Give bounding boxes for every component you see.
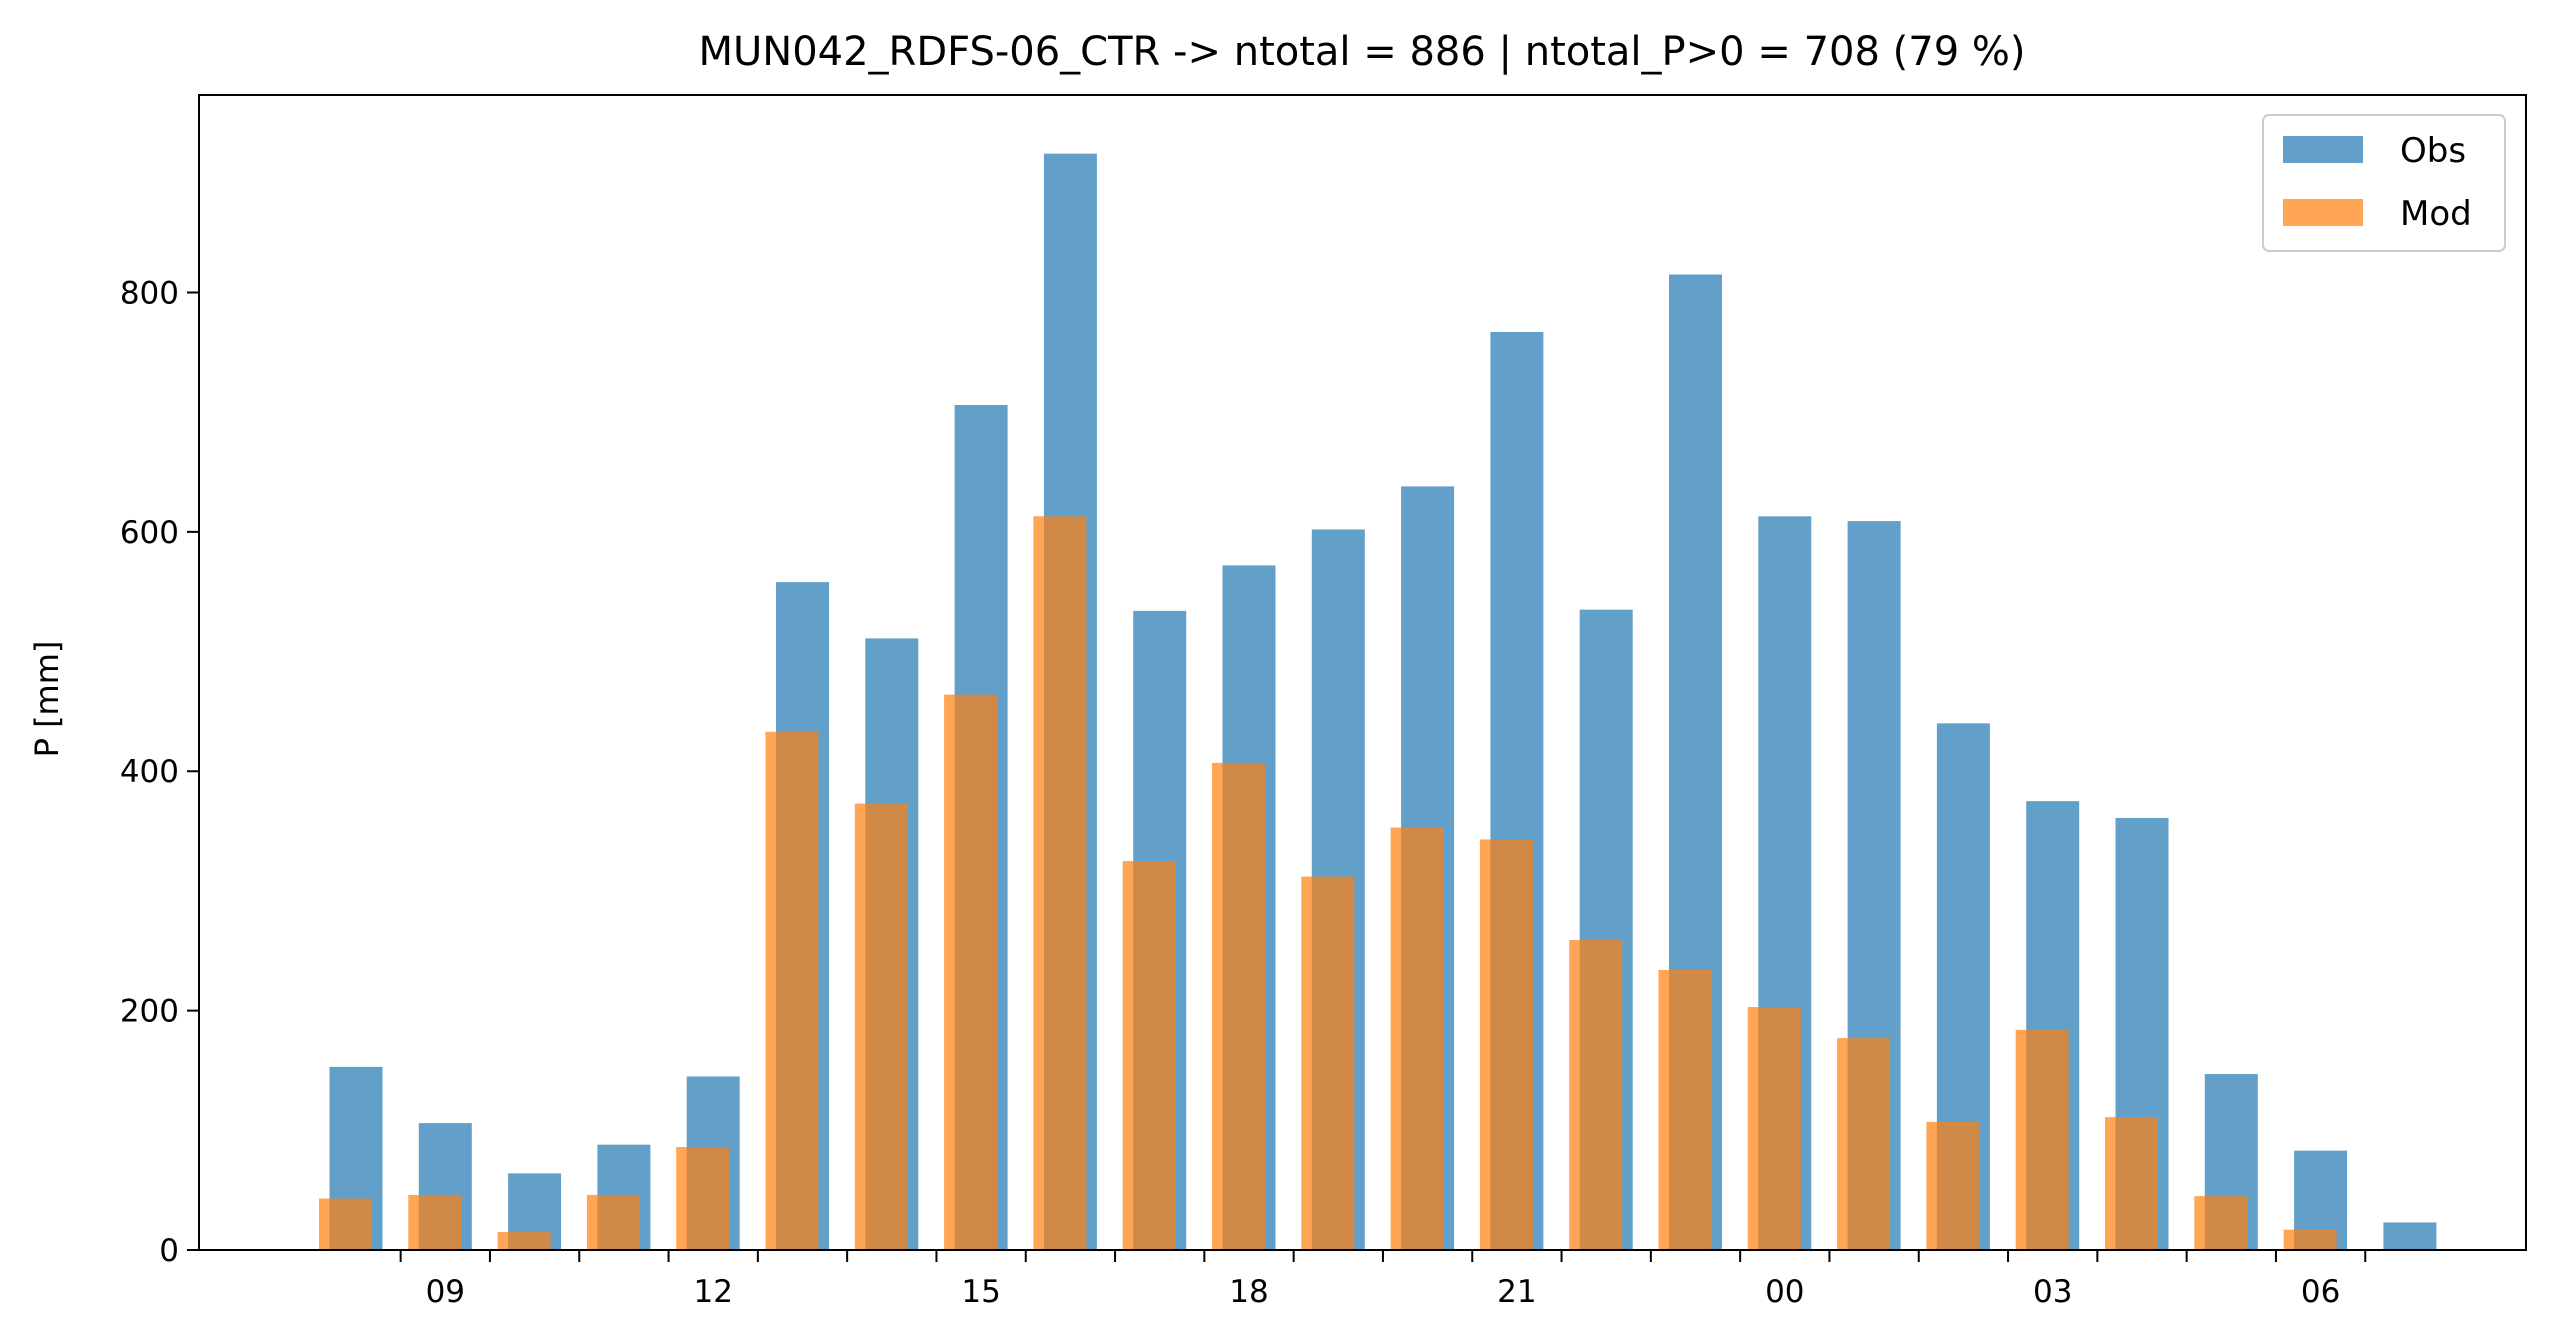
- legend-label-mod: Mod: [2400, 194, 2472, 234]
- mod-bar: [497, 1232, 551, 1250]
- mod-bar: [1926, 1121, 1980, 1250]
- mod-bar: [2194, 1196, 2248, 1250]
- y-tick-label: 600: [120, 515, 179, 551]
- mod-bar: [1479, 839, 1533, 1250]
- chart-title: MUN042_RDFS-06_CTR -> ntotal = 886 | nto…: [699, 29, 2026, 75]
- x-tick-label: 06: [2301, 1274, 2340, 1310]
- mod-bar: [2283, 1229, 2337, 1250]
- mod-bar: [854, 803, 908, 1250]
- legend: Obs Mod: [2262, 114, 2506, 252]
- x-tick-label: 15: [961, 1274, 1000, 1310]
- x-tick-label: 21: [1497, 1274, 1536, 1310]
- y-axis: 0 200 400 600 800: [120, 275, 199, 1269]
- y-tick-label: 800: [120, 275, 179, 311]
- mod-bar: [2015, 1029, 2069, 1250]
- mod-bar: [1212, 762, 1265, 1250]
- obs-bar: [2383, 1222, 2437, 1250]
- x-tick-label: 09: [426, 1274, 465, 1310]
- legend-swatch-obs: [2283, 136, 2363, 163]
- x-tick-label: 03: [2033, 1274, 2072, 1310]
- mod-bar: [586, 1194, 640, 1250]
- mod-bar: [1837, 1038, 1891, 1250]
- y-tick-label: 200: [120, 994, 179, 1030]
- mod-bar: [765, 731, 819, 1250]
- y-tick-label: 0: [159, 1233, 179, 1269]
- mod-bar: [676, 1147, 730, 1250]
- x-axis: 09 12 15 18 21 00 03 06: [399, 1250, 2367, 1310]
- y-tick-label: 400: [120, 754, 179, 790]
- x-tick-label: 00: [1765, 1274, 1804, 1310]
- mod-bar: [319, 1198, 372, 1250]
- x-tick-label: 12: [693, 1274, 732, 1310]
- mod-bar: [1569, 940, 1623, 1250]
- mod-bar: [1033, 516, 1087, 1250]
- mod-bars: [319, 516, 2337, 1250]
- mod-bar: [408, 1194, 462, 1250]
- x-tick-label: 18: [1229, 1274, 1268, 1310]
- legend-label-obs: Obs: [2400, 131, 2466, 171]
- mod-bar: [1390, 827, 1444, 1250]
- obs-bars: [329, 153, 2437, 1250]
- mod-bar: [2105, 1117, 2158, 1250]
- plot-frame: [198, 94, 2527, 1251]
- mod-bar: [1301, 876, 1355, 1250]
- mod-bar: [944, 694, 998, 1250]
- mod-bar: [1747, 1007, 1801, 1250]
- legend-swatch-mod: [2283, 199, 2363, 226]
- mod-bar: [1658, 969, 1712, 1250]
- y-axis-label: P [mm]: [28, 641, 66, 758]
- mod-bar: [1122, 861, 1176, 1250]
